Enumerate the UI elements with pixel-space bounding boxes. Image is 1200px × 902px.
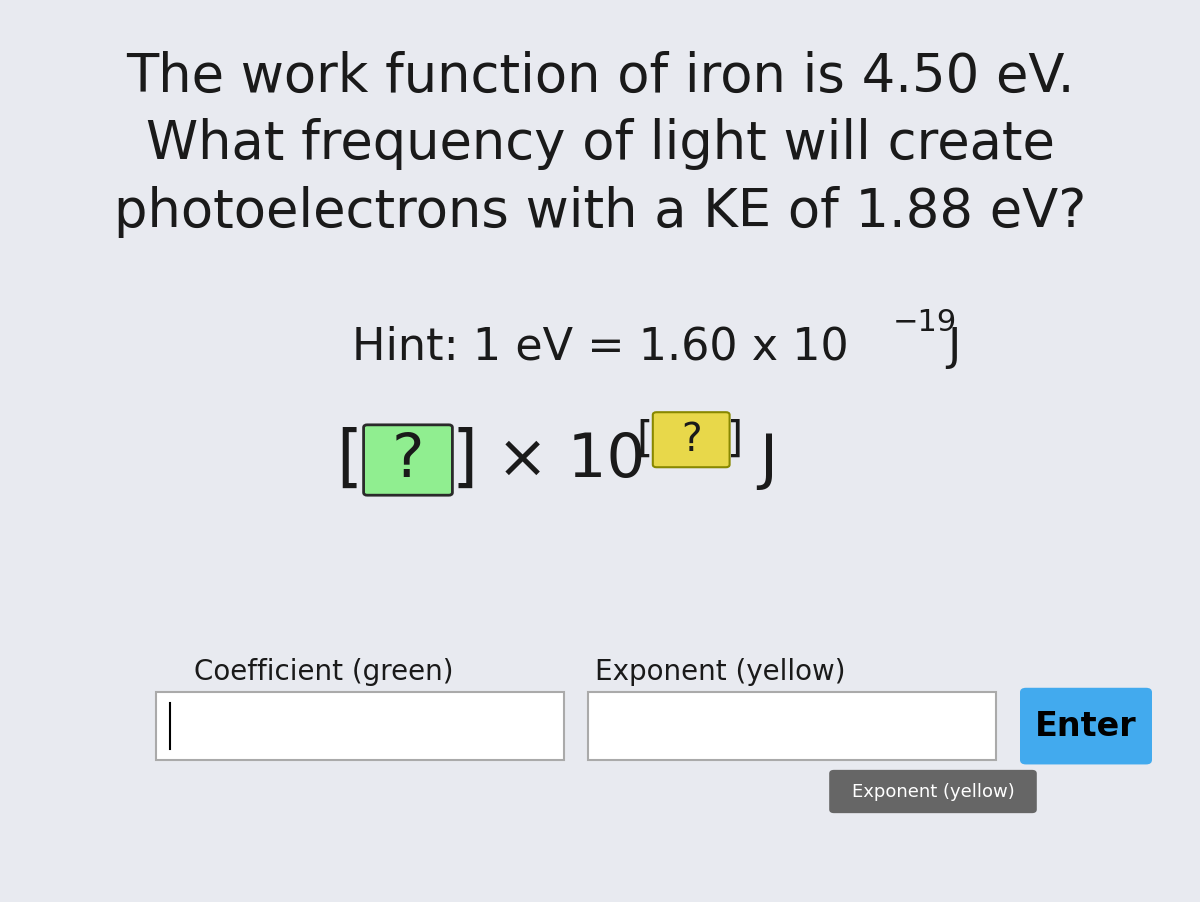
- Text: Coefficient (green): Coefficient (green): [194, 658, 454, 686]
- Text: × 10: × 10: [497, 430, 646, 490]
- Text: [: [: [636, 419, 653, 461]
- Text: Exponent (yellow): Exponent (yellow): [595, 658, 845, 686]
- Text: Hint: 1 eV = 1.60 x 10: Hint: 1 eV = 1.60 x 10: [352, 326, 848, 369]
- Text: The work function of iron is 4.50 eV.: The work function of iron is 4.50 eV.: [126, 51, 1074, 103]
- Text: J: J: [760, 430, 778, 490]
- FancyBboxPatch shape: [364, 425, 452, 495]
- Text: −19: −19: [893, 308, 958, 336]
- Text: What frequency of light will create: What frequency of light will create: [145, 118, 1055, 170]
- Text: photoelectrons with a KE of 1.88 eV?: photoelectrons with a KE of 1.88 eV?: [114, 186, 1086, 238]
- FancyBboxPatch shape: [653, 412, 730, 467]
- Text: ]: ]: [727, 419, 744, 461]
- FancyBboxPatch shape: [1020, 687, 1152, 765]
- Text: Enter: Enter: [1036, 710, 1136, 742]
- Text: ?: ?: [680, 420, 702, 459]
- FancyBboxPatch shape: [588, 693, 996, 759]
- FancyBboxPatch shape: [829, 769, 1037, 814]
- Text: Exponent (yellow): Exponent (yellow): [852, 783, 1014, 800]
- Text: ?: ?: [391, 430, 425, 490]
- Text: J: J: [934, 326, 961, 369]
- FancyBboxPatch shape: [156, 693, 564, 759]
- Text: ]: ]: [451, 427, 478, 493]
- Text: [: [: [336, 427, 362, 493]
